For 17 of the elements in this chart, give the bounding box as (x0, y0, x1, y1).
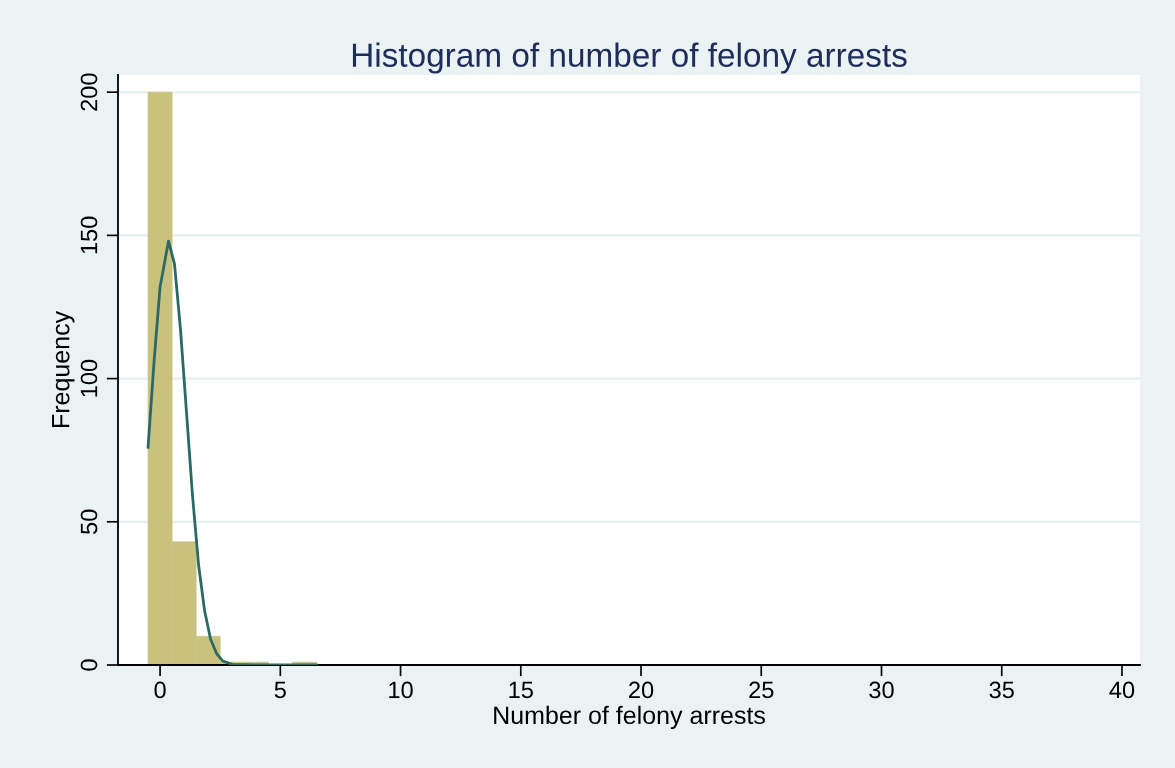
y-tick-label: 150 (80, 216, 98, 254)
y-tick-label: 200 (80, 73, 98, 111)
x-tick-label: 5 (274, 681, 286, 699)
y-tick-label: 100 (80, 359, 98, 397)
x-tick-label: 35 (989, 681, 1014, 699)
x-tick-label: 25 (749, 681, 774, 699)
x-tick-label: 10 (389, 681, 413, 699)
y-axis-title: Frequency (52, 310, 75, 427)
x-tick-label: 0 (154, 681, 166, 699)
x-tick-label: 40 (1109, 681, 1135, 699)
x-tick-label: 30 (869, 681, 894, 699)
x-tick-label: 20 (629, 681, 654, 699)
y-tick-label: 0 (80, 659, 98, 671)
x-axis-title: Number of felony arrests (494, 705, 765, 730)
y-tick-label: 50 (80, 509, 98, 534)
x-tick-label: 15 (509, 681, 533, 699)
chart-title: Histogram of number of felony arrests (352, 42, 907, 74)
